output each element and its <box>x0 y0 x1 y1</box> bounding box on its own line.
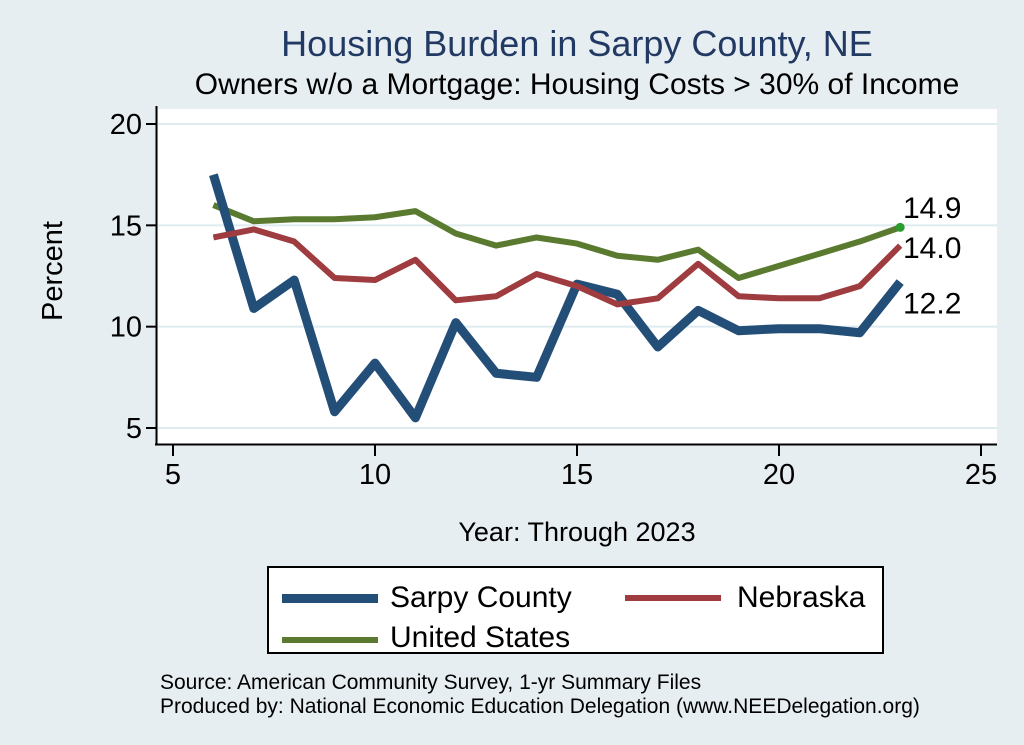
legend-label-united-states: United States <box>390 621 571 654</box>
sarpy-county-line-swatch <box>282 594 378 603</box>
legend: Sarpy County Nebraska United States <box>267 566 884 654</box>
series-end-marker <box>895 222 905 232</box>
legend-label-sarpy-county: Sarpy County <box>390 581 572 614</box>
x-tick-label: 20 <box>763 459 795 491</box>
footer-notes: Source: American Community Survey, 1-yr … <box>160 671 980 719</box>
y-tick-label: 5 <box>126 413 142 445</box>
united-states-line-swatch <box>282 637 378 643</box>
end-value-label: 14.0 <box>903 232 961 265</box>
produced-by-note: Produced by: National Economic Education… <box>160 695 920 718</box>
end-value-label: 12.2 <box>903 288 961 321</box>
chart-subtitle: Owners w/o a Mortgage: Housing Costs > 3… <box>194 68 960 101</box>
x-tick-label: 25 <box>965 459 997 491</box>
y-tick-label: 20 <box>110 109 142 141</box>
series-line-sarpy-county <box>209 173 904 423</box>
y-tick-label: 10 <box>110 312 142 344</box>
series-line-united-states <box>212 202 902 282</box>
x-tick-label: 5 <box>165 459 181 491</box>
legend-label-nebraska: Nebraska <box>737 581 866 614</box>
x-axis-title: Year: Through 2023 <box>458 517 696 547</box>
chart-title: Housing Burden in Sarpy County, NE <box>281 23 873 64</box>
plot-background <box>158 109 997 444</box>
x-tick-label: 10 <box>359 459 391 491</box>
nebraska-line-swatch <box>625 595 721 601</box>
y-tick-label: 15 <box>110 210 142 242</box>
series-line-nebraska <box>212 226 903 308</box>
source-note: Source: American Community Survey, 1-yr … <box>160 671 702 694</box>
x-tick-label: 15 <box>561 459 593 491</box>
end-value-label: 14.9 <box>903 192 961 225</box>
plot-area: 20 15 10 55 10 15 20 25 12.2 14.0 14.9 <box>110 106 997 491</box>
y-axis-title: Percent <box>37 221 69 321</box>
